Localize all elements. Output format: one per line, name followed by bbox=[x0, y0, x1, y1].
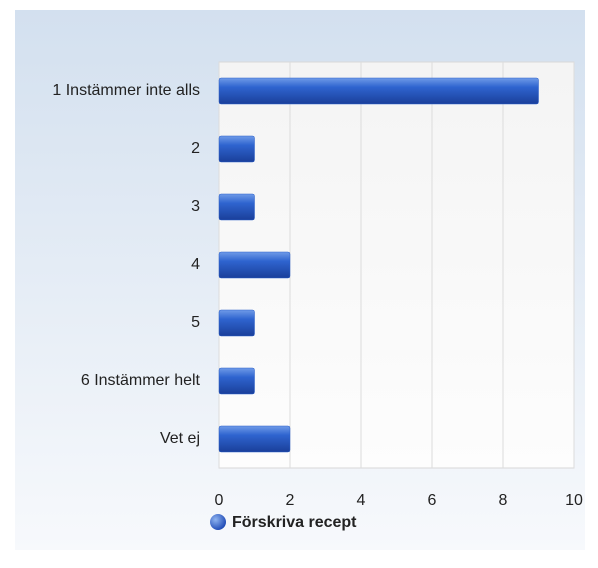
bar bbox=[218, 251, 291, 279]
bar bbox=[218, 425, 291, 453]
y-tick-label-box: 1 Instämmer inte alls bbox=[52, 82, 200, 99]
x-tick-label: 2 bbox=[286, 492, 295, 509]
x-tick-label: 0 bbox=[215, 492, 224, 509]
y-tick-label-box: Vet ej bbox=[159, 430, 200, 447]
legend-label: Förskriva recept bbox=[232, 514, 357, 531]
y-tick-label-box: 3 bbox=[191, 198, 200, 215]
x-tick-label: 6 bbox=[428, 492, 437, 509]
legend-marker bbox=[210, 514, 226, 530]
y-tick-label-box: 4 bbox=[191, 256, 200, 273]
y-tick-label: 1 Instämmer inte alls bbox=[52, 82, 200, 99]
y-tick-label-box: 5 bbox=[191, 314, 200, 331]
x-tick-label: 4 bbox=[357, 492, 366, 509]
bar bbox=[218, 309, 255, 337]
bar bbox=[218, 367, 255, 395]
y-tick-label: 3 bbox=[191, 198, 200, 215]
x-tick-label: 10 bbox=[565, 492, 583, 509]
y-tick-label: 2 bbox=[191, 140, 200, 157]
y-tick-label: 5 bbox=[191, 314, 200, 331]
bar bbox=[218, 77, 539, 105]
x-tick-label: 8 bbox=[499, 492, 508, 509]
y-tick-label-box: 6 Instämmer helt bbox=[80, 372, 200, 389]
y-tick-label: 4 bbox=[191, 256, 200, 273]
y-tick-label-box: 2 bbox=[191, 140, 200, 157]
bar bbox=[218, 135, 255, 163]
y-tick-label: Vet ej bbox=[159, 430, 200, 447]
bar bbox=[218, 193, 255, 221]
y-tick-label: 6 Instämmer helt bbox=[80, 372, 200, 389]
